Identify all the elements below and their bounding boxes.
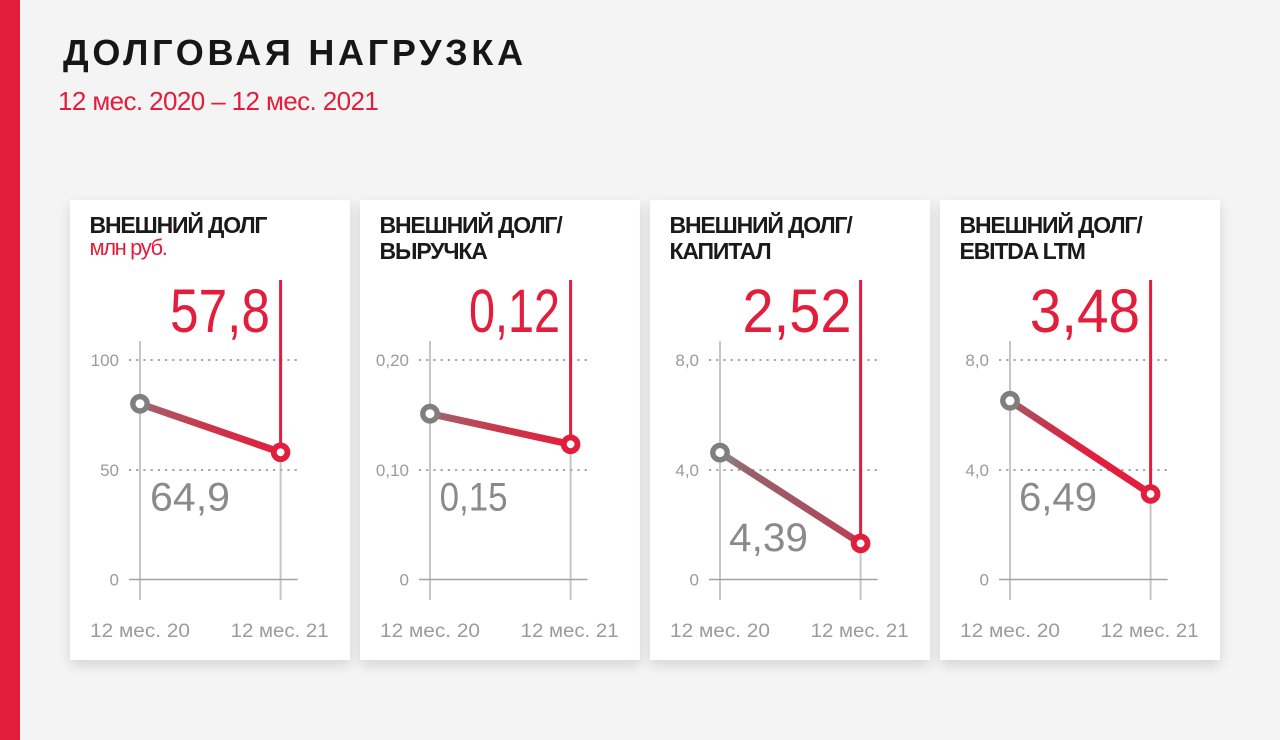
svg-text:4,0: 4,0 <box>965 461 989 480</box>
svg-text:12 мес. 21: 12 мес. 21 <box>521 621 619 642</box>
svg-text:50: 50 <box>100 461 119 480</box>
svg-text:8,0: 8,0 <box>675 351 699 370</box>
svg-text:0,20: 0,20 <box>376 351 409 370</box>
svg-text:12 мес. 20: 12 мес. 20 <box>90 621 190 642</box>
svg-text:0,12: 0,12 <box>469 277 560 345</box>
svg-text:4,39: 4,39 <box>729 516 808 560</box>
svg-text:8,0: 8,0 <box>965 351 989 370</box>
svg-text:0: 0 <box>980 571 989 590</box>
svg-text:0: 0 <box>400 571 409 590</box>
svg-text:2,52: 2,52 <box>743 277 852 345</box>
svg-text:0,15: 0,15 <box>440 476 508 520</box>
svg-text:0: 0 <box>690 571 699 590</box>
svg-text:12 мес. 20: 12 мес. 20 <box>670 621 770 642</box>
svg-text:4,0: 4,0 <box>675 461 699 480</box>
svg-text:12 мес. 20: 12 мес. 20 <box>380 621 480 642</box>
svg-text:0: 0 <box>110 571 119 590</box>
svg-text:57,8: 57,8 <box>170 277 270 345</box>
svg-text:100: 100 <box>91 351 119 370</box>
svg-text:12 мес. 21: 12 мес. 21 <box>1101 621 1199 642</box>
svg-text:12 мес. 21: 12 мес. 21 <box>811 621 909 642</box>
svg-text:12 мес. 20: 12 мес. 20 <box>960 621 1060 642</box>
svg-text:0,10: 0,10 <box>376 461 409 480</box>
svg-text:64,9: 64,9 <box>150 476 230 520</box>
svg-text:3,48: 3,48 <box>1030 277 1140 345</box>
svg-text:6,49: 6,49 <box>1019 476 1097 520</box>
svg-text:12 мес. 21: 12 мес. 21 <box>231 621 329 642</box>
